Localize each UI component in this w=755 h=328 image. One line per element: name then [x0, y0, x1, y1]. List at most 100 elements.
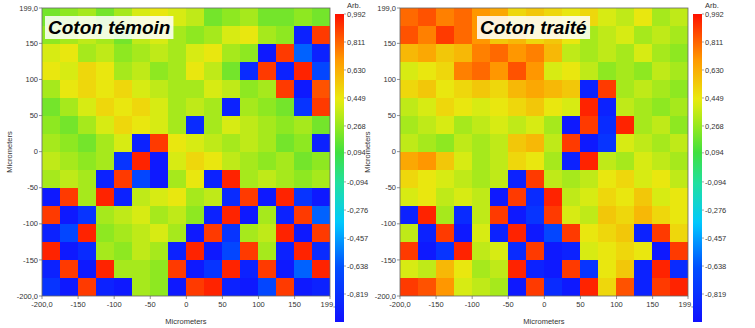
heat-cell [222, 134, 240, 152]
heat-cell [652, 26, 670, 44]
heat-cell [598, 242, 616, 260]
heat-cell [240, 44, 258, 62]
heat-cell [294, 188, 312, 206]
cells [400, 8, 688, 296]
heat-cell [78, 116, 96, 134]
heat-cell [490, 98, 508, 116]
heat-cell [222, 44, 240, 62]
heat-cell [78, 98, 96, 116]
heat-cell [526, 278, 544, 296]
colorbar-tick-label: -0,094 [347, 178, 368, 187]
heat-cell [562, 170, 580, 188]
heat-cell [96, 170, 114, 188]
heat-cell [544, 170, 562, 188]
heat-cell [508, 242, 526, 260]
heat-cell [670, 26, 688, 44]
heat-cell [418, 188, 436, 206]
heat-cell [526, 116, 544, 134]
heat-cell [168, 152, 186, 170]
colorbar-tick-label: -0,094 [705, 178, 726, 187]
heat-cell [186, 170, 204, 188]
heat-cell [472, 98, 490, 116]
heat-cell [580, 206, 598, 224]
heat-cell [222, 188, 240, 206]
heat-cell [526, 170, 544, 188]
heat-cell [312, 134, 330, 152]
y-tick-label: -50 [27, 183, 38, 192]
heat-cell [276, 26, 294, 44]
heat-cell [418, 44, 436, 62]
heat-cell [150, 278, 168, 296]
heat-cell [400, 26, 418, 44]
colorbar-tick-label: 0,992 [347, 10, 366, 19]
x-tick [42, 296, 43, 299]
heat-cell [670, 116, 688, 134]
colorbar-tick [702, 97, 704, 98]
heat-cell [258, 26, 276, 44]
heat-cell [222, 98, 240, 116]
heat-cell [240, 152, 258, 170]
heat-cell [490, 260, 508, 278]
x-axis-label: Micrometers [523, 317, 565, 326]
heat-cell [168, 170, 186, 188]
heat-cell [652, 278, 670, 296]
heat-cell [508, 44, 526, 62]
heat-cell [634, 224, 652, 242]
heat-cell [580, 116, 598, 134]
heat-cell [240, 62, 258, 80]
heat-cell [150, 188, 168, 206]
y-tick [39, 115, 42, 116]
y-tick [397, 187, 400, 188]
heat-cell [472, 188, 490, 206]
heat-cell [436, 44, 454, 62]
heat-cell [616, 8, 634, 26]
colorbar-tick-label: 0,811 [347, 38, 365, 47]
heat-cell [508, 170, 526, 188]
heat-cell [96, 98, 114, 116]
heat-cell [436, 206, 454, 224]
colorbar-tick-label: -0,457 [705, 234, 726, 243]
heat-cell [204, 152, 222, 170]
heat-cell [186, 8, 204, 26]
heat-cell [634, 242, 652, 260]
heat-cell [652, 152, 670, 170]
heat-cell [598, 98, 616, 116]
heat-cell [294, 98, 312, 116]
heat-cell [60, 170, 78, 188]
heat-cell [544, 134, 562, 152]
heat-cell [240, 188, 258, 206]
heat-cell [526, 206, 544, 224]
heat-cell [400, 80, 418, 98]
heat-cell [60, 242, 78, 260]
heat-cell [418, 8, 436, 26]
heat-cell [276, 152, 294, 170]
heat-cell [616, 242, 634, 260]
heat-cell [400, 152, 418, 170]
heat-cell [472, 44, 490, 62]
heat-cell [580, 80, 598, 98]
heat-cell [42, 116, 60, 134]
colorbar-tick [344, 210, 346, 211]
heat-cell [634, 80, 652, 98]
heat-cell [436, 98, 454, 116]
heat-cell [562, 62, 580, 80]
heat-cell [186, 134, 204, 152]
heat-cell [204, 26, 222, 44]
heat-cell [508, 260, 526, 278]
heat-cell [78, 188, 96, 206]
heat-cell [42, 62, 60, 80]
heat-cell [580, 62, 598, 80]
heat-cell [670, 170, 688, 188]
y-tick [397, 8, 400, 9]
x-tick-label: -150 [71, 300, 86, 309]
heat-cell [312, 44, 330, 62]
heat-cell [240, 170, 258, 188]
heat-cell [114, 170, 132, 188]
x-tick [258, 296, 259, 299]
heat-cell [258, 188, 276, 206]
heat-cell [96, 116, 114, 134]
y-tick [39, 8, 42, 9]
heat-cell [598, 44, 616, 62]
heat-cell [652, 8, 670, 26]
y-tick-label: -150 [381, 256, 396, 265]
